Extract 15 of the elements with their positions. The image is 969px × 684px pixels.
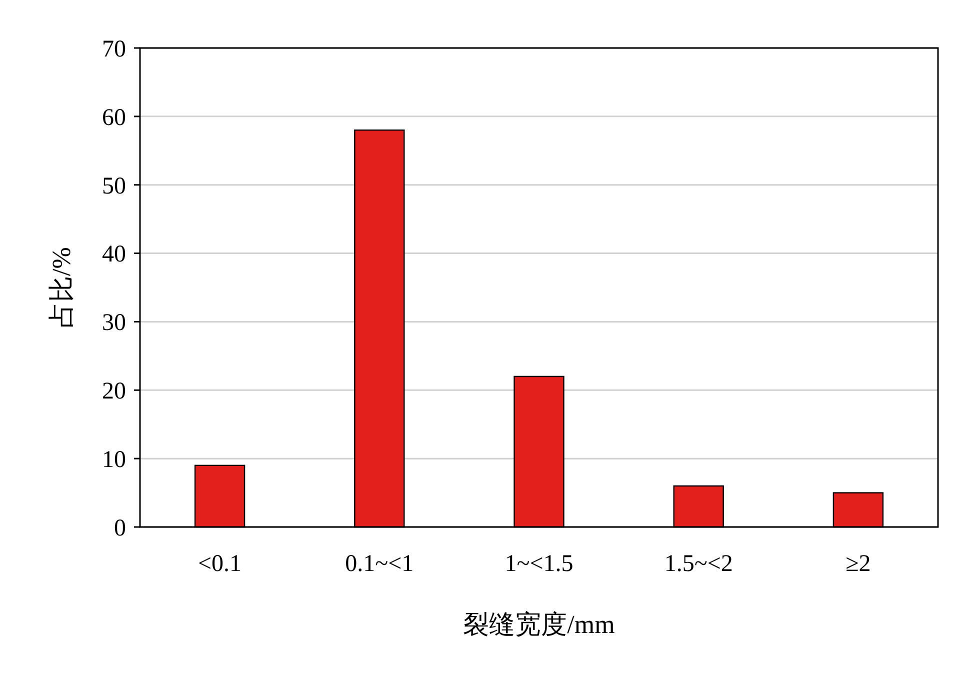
y-tick-label: 10 [102,446,126,473]
y-axis-title: 占比/% [47,247,76,328]
y-tick-label: 20 [102,378,126,405]
y-tick-label: 60 [102,104,126,131]
x-tick-label: 1~<1.5 [504,551,574,577]
x-tick-label: ≥2 [846,551,871,577]
y-tick-label: 0 [114,515,126,542]
y-tick-label: 50 [102,173,126,200]
y-tick-label: 70 [102,36,126,62]
y-tick-label: 40 [102,242,126,268]
x-axis-title: 裂缝宽度/mm [463,610,615,639]
x-tick-label: 1.5~<2 [664,551,733,577]
x-tick-label: <0.1 [198,551,242,577]
x-tick-label: 0.1~<1 [345,551,414,577]
y-tick-label: 30 [102,310,126,336]
